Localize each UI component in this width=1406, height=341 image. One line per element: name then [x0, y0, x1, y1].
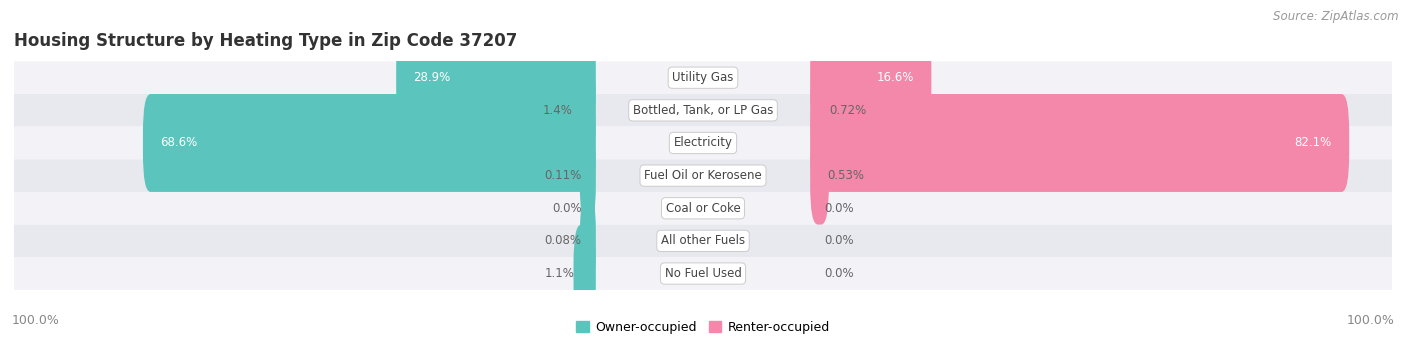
Text: Utility Gas: Utility Gas [672, 71, 734, 84]
Text: Coal or Coke: Coal or Coke [665, 202, 741, 215]
Text: All other Fuels: All other Fuels [661, 234, 745, 247]
FancyBboxPatch shape [396, 29, 596, 127]
Text: 0.0%: 0.0% [824, 267, 853, 280]
Text: 0.0%: 0.0% [824, 202, 853, 215]
FancyBboxPatch shape [810, 29, 931, 127]
Text: Electricity: Electricity [673, 136, 733, 149]
Text: 0.0%: 0.0% [824, 234, 853, 247]
Text: 100.0%: 100.0% [1347, 314, 1395, 327]
Text: Fuel Oil or Kerosene: Fuel Oil or Kerosene [644, 169, 762, 182]
Text: 0.0%: 0.0% [553, 202, 582, 215]
Text: Bottled, Tank, or LP Gas: Bottled, Tank, or LP Gas [633, 104, 773, 117]
Text: 1.4%: 1.4% [543, 104, 572, 117]
FancyBboxPatch shape [579, 127, 596, 225]
Legend: Owner-occupied, Renter-occupied: Owner-occupied, Renter-occupied [576, 321, 830, 334]
Text: No Fuel Used: No Fuel Used [665, 267, 741, 280]
Text: 28.9%: 28.9% [413, 71, 451, 84]
FancyBboxPatch shape [14, 257, 1392, 290]
Text: 0.11%: 0.11% [544, 169, 581, 182]
FancyBboxPatch shape [574, 225, 596, 323]
Text: 82.1%: 82.1% [1295, 136, 1331, 149]
FancyBboxPatch shape [572, 61, 596, 159]
Text: 0.72%: 0.72% [828, 104, 866, 117]
Text: 0.53%: 0.53% [828, 169, 865, 182]
FancyBboxPatch shape [14, 94, 1392, 127]
FancyBboxPatch shape [581, 192, 596, 290]
FancyBboxPatch shape [810, 94, 1350, 192]
FancyBboxPatch shape [810, 61, 830, 159]
Text: 100.0%: 100.0% [11, 314, 59, 327]
Text: Source: ZipAtlas.com: Source: ZipAtlas.com [1274, 10, 1399, 23]
FancyBboxPatch shape [14, 127, 1392, 159]
Text: 1.1%: 1.1% [546, 267, 575, 280]
FancyBboxPatch shape [14, 192, 1392, 225]
Text: 0.08%: 0.08% [544, 234, 581, 247]
FancyBboxPatch shape [810, 127, 830, 225]
Text: 68.6%: 68.6% [160, 136, 197, 149]
Text: 16.6%: 16.6% [877, 71, 914, 84]
Text: Housing Structure by Heating Type in Zip Code 37207: Housing Structure by Heating Type in Zip… [14, 32, 517, 50]
FancyBboxPatch shape [143, 94, 596, 192]
FancyBboxPatch shape [14, 159, 1392, 192]
FancyBboxPatch shape [14, 61, 1392, 94]
FancyBboxPatch shape [14, 225, 1392, 257]
